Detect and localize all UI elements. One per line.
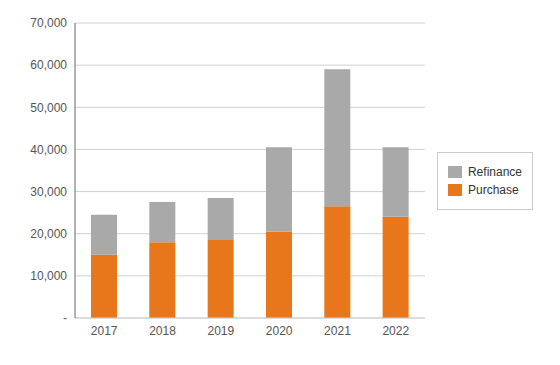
svg-text:2021: 2021 (324, 324, 351, 338)
svg-text:2022: 2022 (382, 324, 409, 338)
svg-text:10,000: 10,000 (30, 269, 67, 283)
svg-text:60,000: 60,000 (30, 58, 67, 72)
html-text:Refinance: Refinance (468, 164, 522, 179)
svg-text:50,000: 50,000 (30, 101, 67, 115)
html-text:Purchase: Purchase (468, 182, 519, 197)
svg-text:30,000: 30,000 (30, 185, 67, 199)
svg-text:70,000: 70,000 (30, 16, 67, 30)
svg-text:2017: 2017 (91, 324, 118, 338)
svg-text:2020: 2020 (266, 324, 293, 338)
svg-text:2018: 2018 (149, 324, 176, 338)
svg-text:-: - (63, 311, 67, 325)
svg-text:20,000: 20,000 (30, 227, 67, 241)
svg-text:2019: 2019 (207, 324, 234, 338)
svg-text:40,000: 40,000 (30, 143, 67, 157)
